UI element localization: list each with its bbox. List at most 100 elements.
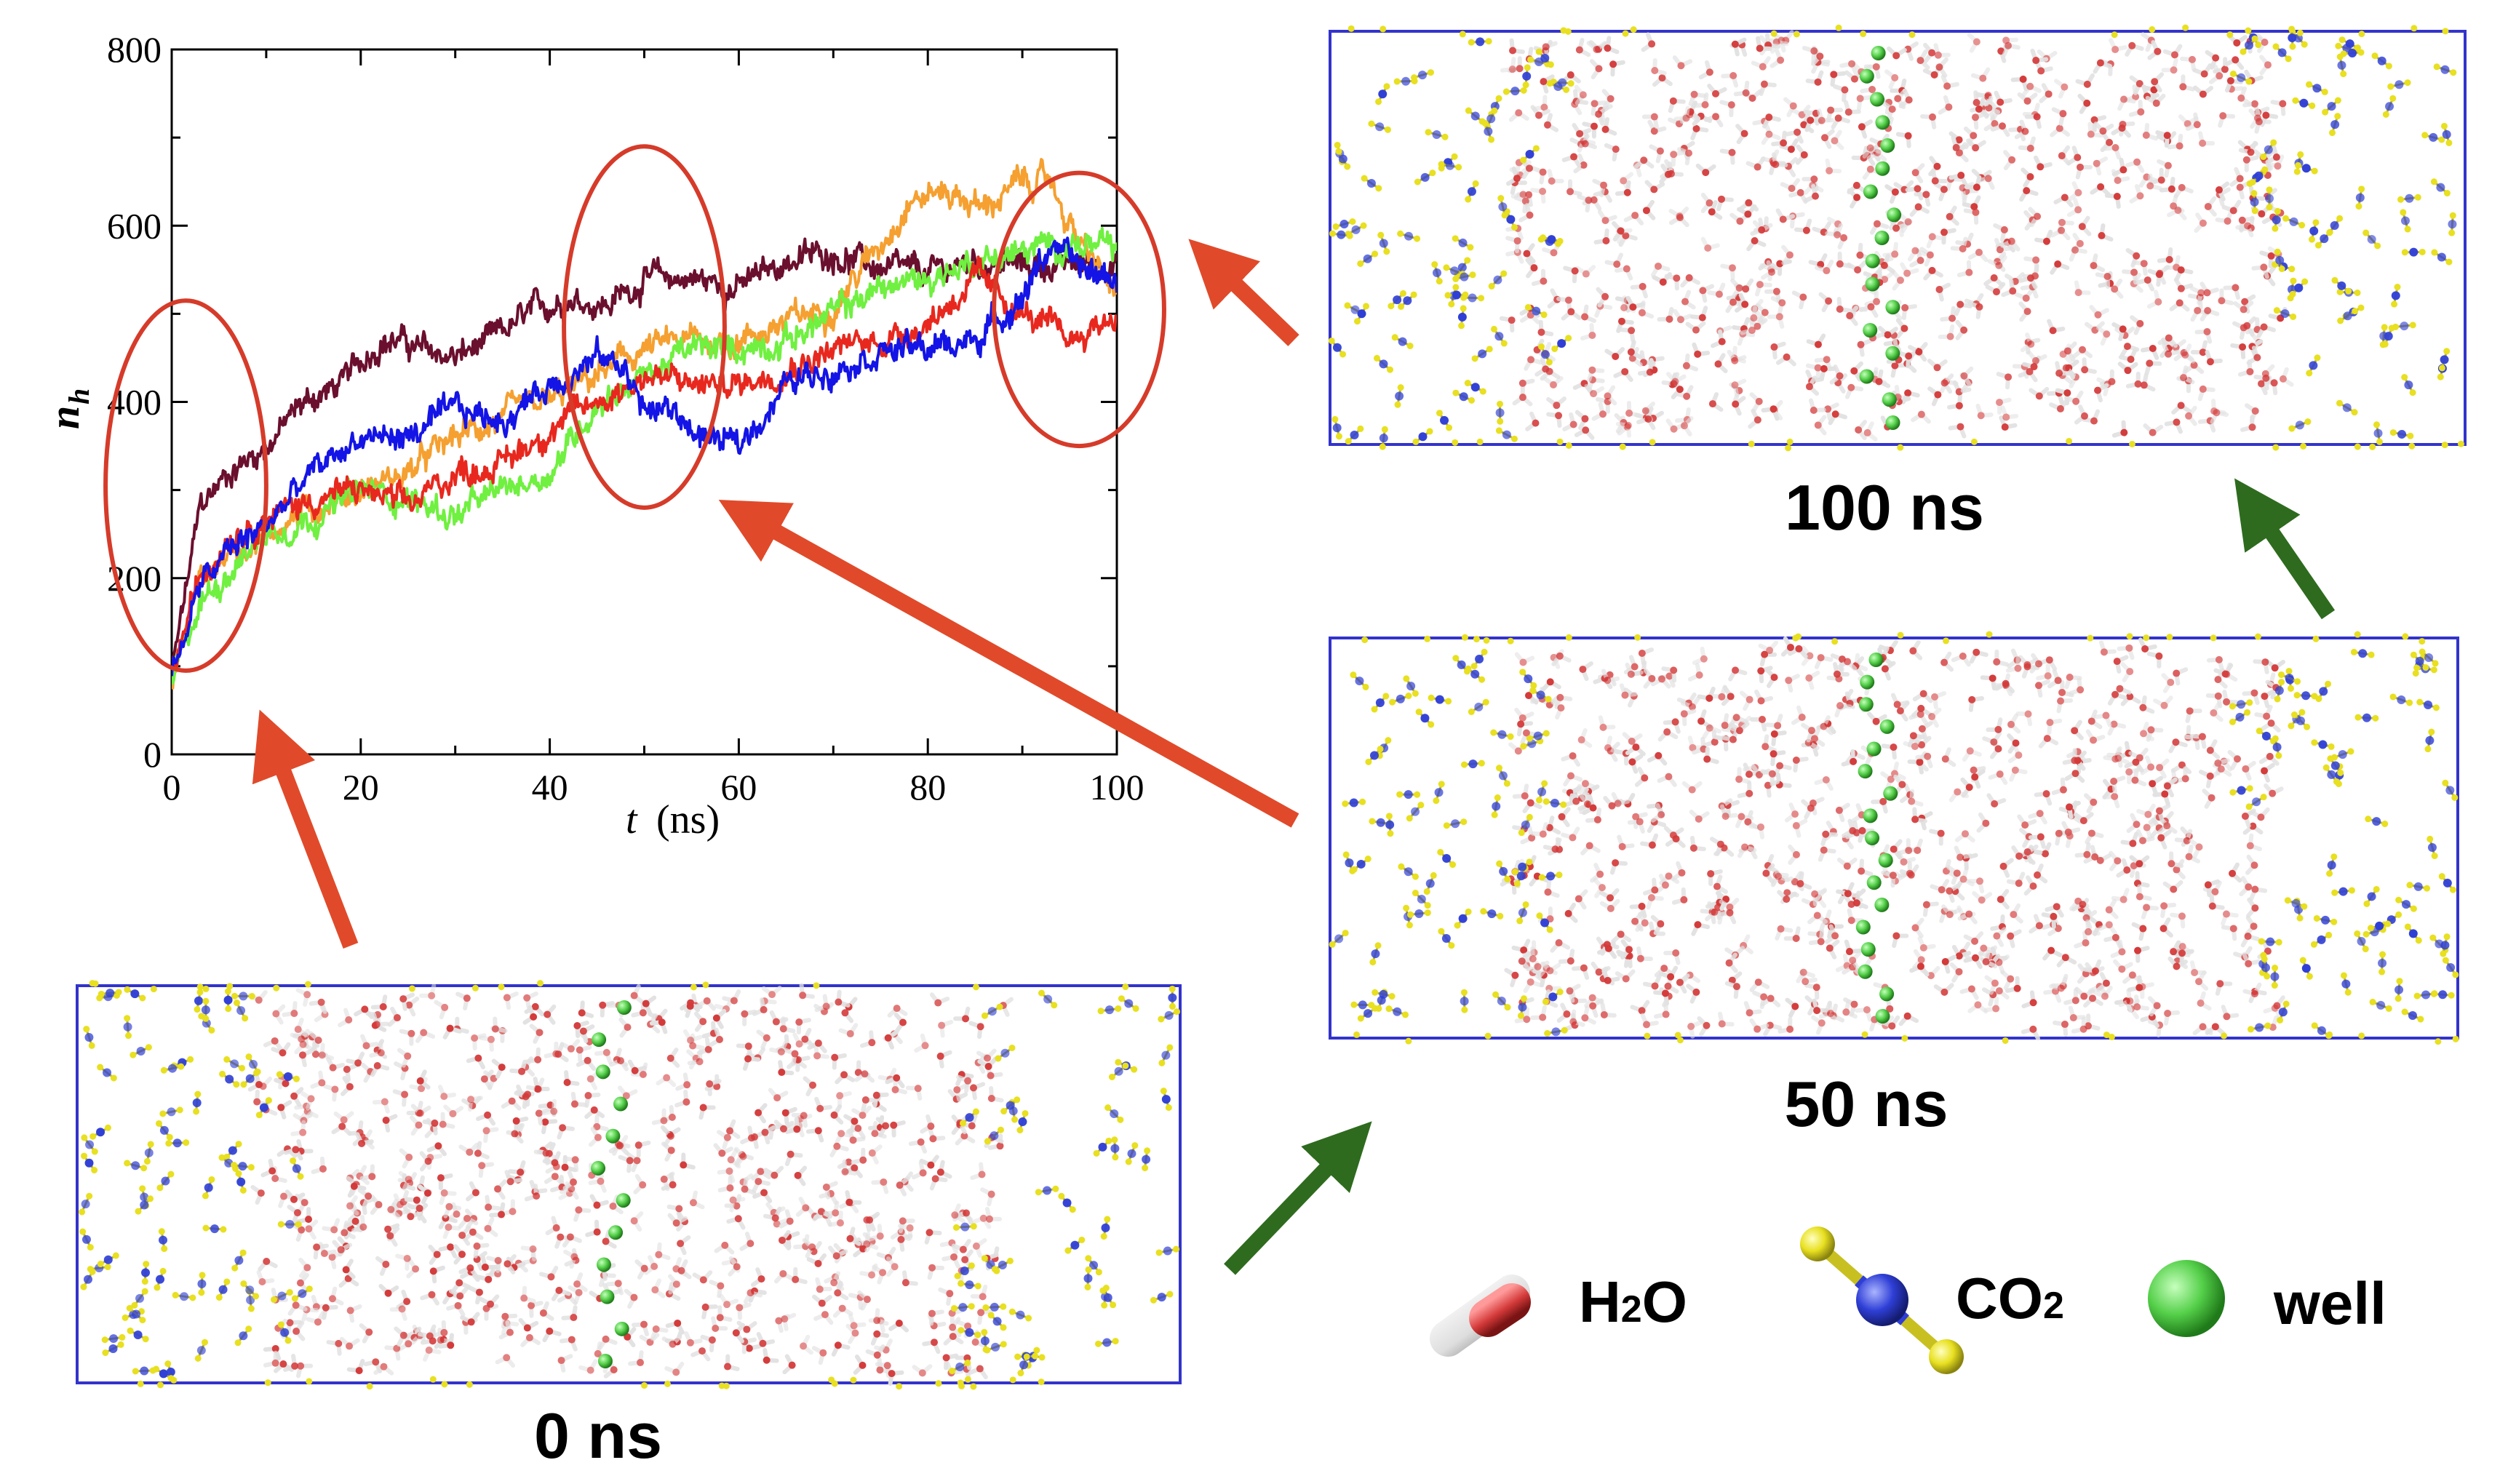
water-molecule [2206,655,2224,672]
water-molecule [2198,131,2216,147]
water-molecule [1983,274,2005,287]
water-molecule [1963,931,1984,945]
water-molecule [1836,857,1858,870]
well-atom [1866,875,1882,890]
water-molecule [1976,812,1990,833]
water-molecule [1652,74,1673,87]
water-molecule [2066,197,2082,218]
water-molecule [1558,949,1575,965]
well-atom [1869,92,1884,107]
water-molecule [1604,36,1620,55]
water-molecule [1689,306,1708,322]
arrow-50-to-100ns [2234,478,2336,620]
well-atom [1865,831,1880,845]
water-molecule [1663,949,1681,965]
legend-water-label: H2O [1579,1269,1687,1334]
water-molecule [2111,124,2132,138]
water-molecule [1703,113,1724,128]
water-molecule [2161,673,2175,693]
water-molecule [1927,359,1948,372]
water-molecule [1814,356,1833,372]
water-molecule [1905,185,1924,201]
well-atom [1860,942,1876,957]
water-molecule [2161,57,2178,74]
water-molecule [1795,144,1808,165]
water-molecule [2153,695,2173,709]
water-molecule [2159,917,2173,938]
legend-co2-sub: 2 [2043,1285,2064,1327]
water-molecule [1514,1007,1531,1024]
water-molecule [1775,925,1794,941]
water-molecule [1599,887,1620,902]
water-molecule [1518,378,1535,396]
water-molecule [2205,1023,2226,1036]
water-molecule [1547,169,1564,185]
water-molecule [1805,670,1820,690]
water-molecule [1829,364,1844,385]
water-molecule [1996,372,2013,390]
water-molecule [2185,405,2197,426]
water-molecule [1601,117,1617,136]
water-molecule [1802,45,1818,64]
series-line-orange [172,158,1117,690]
water-molecule [2111,278,2124,299]
water-molecule [1622,732,1643,745]
well-atom [1859,68,1874,84]
water-molecule [1630,282,1648,299]
water-molecule [1587,366,1605,383]
water-molecule [2039,83,2053,103]
co2-molecule [1332,218,1356,231]
co2-oxygen-atom [813,982,820,989]
water-molecule [2230,343,2247,359]
water-molecule [1877,326,1898,339]
co2-molecule [1335,148,1351,170]
water-molecule [1582,796,1597,815]
water-molecule [2164,255,2181,271]
water-molecule [1581,131,1598,150]
water-molecule [2093,59,2113,74]
co2-oxygen-atom [366,1383,373,1390]
water-molecule [1831,114,1851,129]
water-molecule [1814,259,1834,275]
water-molecule [2093,156,2109,176]
co2-molecule [2371,52,2392,70]
co2-oxygen-atom [1565,634,1572,641]
water-molecule [2211,765,2232,778]
water-molecule [2218,288,2234,306]
water-molecule [1770,295,1786,315]
water-molecule [1767,313,1785,329]
co2-oxygen-atom [1556,438,1564,445]
water-molecule [1852,890,1868,909]
water-molecule [1847,188,1861,209]
water-molecule [1647,119,1667,135]
water-molecule [1673,105,1690,122]
water-molecule [1843,100,1861,116]
water-molecule [1615,421,1632,438]
water-molecule [1581,304,1596,323]
water-molecule [2074,404,2088,425]
water-molecule [1940,306,1956,322]
x-tick-label: 80 [909,767,946,807]
water-molecule [1692,342,1711,358]
water-molecule [1714,353,1728,374]
water-molecule [1896,351,1913,369]
series-line-blue [172,236,1117,677]
water-molecule [1551,652,1572,666]
well-atom [616,1193,631,1208]
water-molecule [2078,215,2092,236]
water-molecule [1894,89,1907,110]
water-molecule [2133,871,2150,888]
co2-oxygen-atom [1970,438,1978,445]
water-molecule [1561,308,1582,321]
water-molecule [1579,661,1593,682]
well-atom [591,1160,606,1176]
co2-molecule [2249,166,2269,186]
water-molecule [1681,781,1703,794]
water-molecule [1857,338,1873,357]
co2-oxygen-atom [2410,25,2418,32]
water-molecule [1775,353,1796,367]
water-molecule [1994,90,2013,106]
co2-molecule [1328,337,1347,358]
water-molecule [2260,719,2281,733]
co2-molecule [2448,212,2457,236]
